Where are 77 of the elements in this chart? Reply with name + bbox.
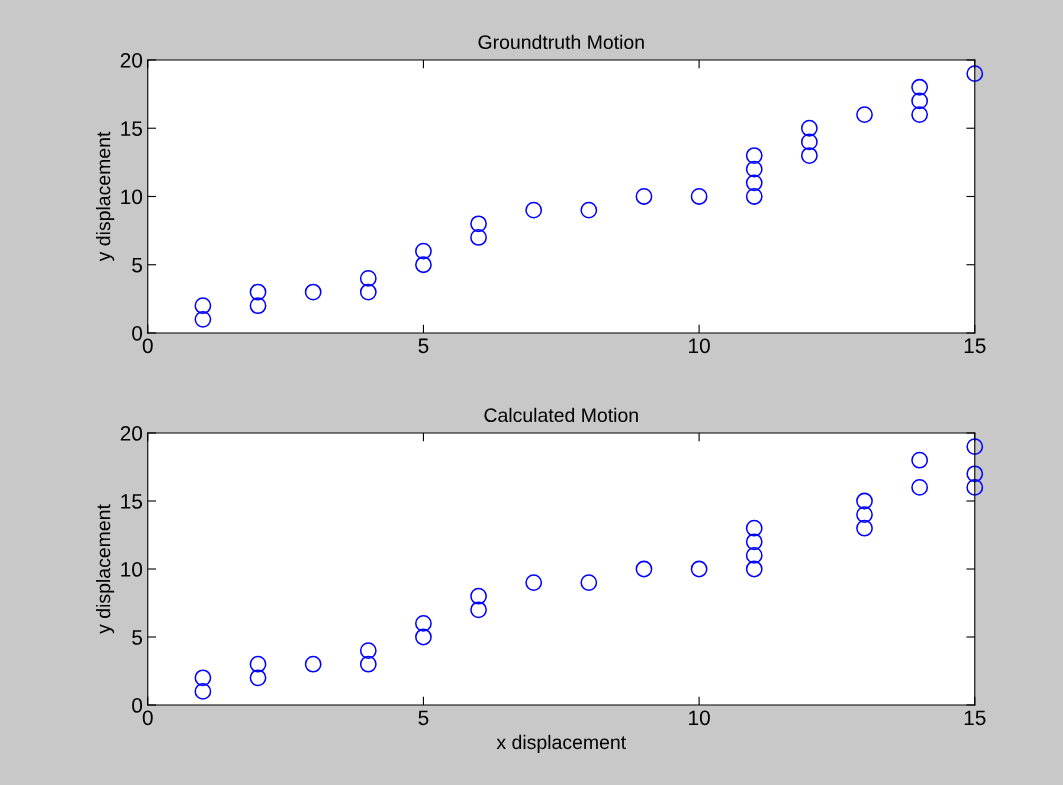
y-tick-label: 20 bbox=[120, 52, 143, 68]
point bbox=[911, 479, 929, 496]
point bbox=[249, 655, 267, 673]
x-tick-label: 0 bbox=[142, 710, 153, 726]
point bbox=[745, 160, 763, 178]
y-tick-label: 0 bbox=[132, 698, 143, 713]
point bbox=[800, 147, 818, 164]
point bbox=[745, 174, 763, 192]
point bbox=[856, 106, 873, 123]
point bbox=[911, 92, 929, 110]
point bbox=[745, 533, 763, 551]
y-tick-label: 15 bbox=[121, 121, 143, 136]
point bbox=[415, 242, 432, 260]
point bbox=[194, 297, 212, 315]
point bbox=[194, 310, 212, 328]
point bbox=[359, 655, 377, 673]
y-tick-label: 0 bbox=[132, 326, 143, 341]
x-axis-title: x displacement bbox=[496, 734, 626, 753]
point bbox=[966, 438, 984, 456]
point bbox=[470, 229, 487, 246]
point bbox=[580, 574, 598, 592]
point bbox=[525, 574, 543, 592]
x-tick-label: 5 bbox=[418, 338, 429, 354]
point bbox=[745, 547, 763, 564]
point bbox=[745, 560, 763, 578]
x-tick-label: 10 bbox=[689, 710, 710, 726]
point bbox=[249, 283, 267, 301]
x-tick-label: 5 bbox=[418, 710, 429, 726]
point bbox=[745, 519, 763, 537]
point bbox=[745, 147, 763, 164]
point bbox=[911, 78, 929, 96]
y-axis-title: y displacement bbox=[96, 504, 115, 634]
x-tick-label: 0 bbox=[142, 338, 153, 354]
point bbox=[415, 256, 432, 274]
point bbox=[856, 519, 873, 537]
y-tick-label: 20 bbox=[120, 426, 143, 441]
point bbox=[966, 479, 984, 496]
point bbox=[359, 642, 377, 660]
point bbox=[304, 283, 322, 301]
point bbox=[525, 201, 543, 219]
point bbox=[304, 655, 322, 673]
point bbox=[800, 133, 818, 151]
point bbox=[690, 188, 708, 205]
point bbox=[249, 669, 267, 687]
point bbox=[635, 188, 653, 205]
point bbox=[635, 560, 653, 578]
y-tick-label: 10 bbox=[121, 189, 143, 205]
chart-title: Groundtruth Motion bbox=[478, 34, 644, 50]
point bbox=[415, 615, 432, 632]
point bbox=[470, 215, 487, 233]
point bbox=[580, 201, 598, 219]
point bbox=[800, 119, 818, 137]
point bbox=[856, 492, 873, 510]
point bbox=[856, 506, 873, 524]
point bbox=[359, 269, 377, 287]
point bbox=[415, 628, 432, 646]
point bbox=[966, 465, 984, 483]
y-tick-label: 5 bbox=[132, 630, 143, 645]
point bbox=[470, 587, 487, 605]
point bbox=[194, 683, 212, 700]
y-axis-title: y displacement bbox=[96, 131, 115, 262]
y-tick-label: 10 bbox=[121, 562, 143, 577]
y-tick-label: 15 bbox=[121, 494, 143, 509]
y-tick-label: 5 bbox=[132, 257, 143, 273]
point bbox=[249, 297, 267, 315]
point bbox=[911, 106, 929, 123]
x-tick-label: 10 bbox=[689, 338, 710, 354]
point bbox=[194, 669, 212, 687]
point bbox=[470, 601, 487, 619]
point bbox=[911, 451, 929, 469]
x-tick-label: 15 bbox=[964, 338, 986, 354]
point bbox=[690, 560, 708, 578]
x-tick-label: 15 bbox=[964, 710, 986, 726]
point bbox=[745, 188, 763, 205]
chart-title: Calculated Motion bbox=[484, 407, 638, 423]
point bbox=[966, 65, 984, 83]
point bbox=[359, 283, 377, 301]
